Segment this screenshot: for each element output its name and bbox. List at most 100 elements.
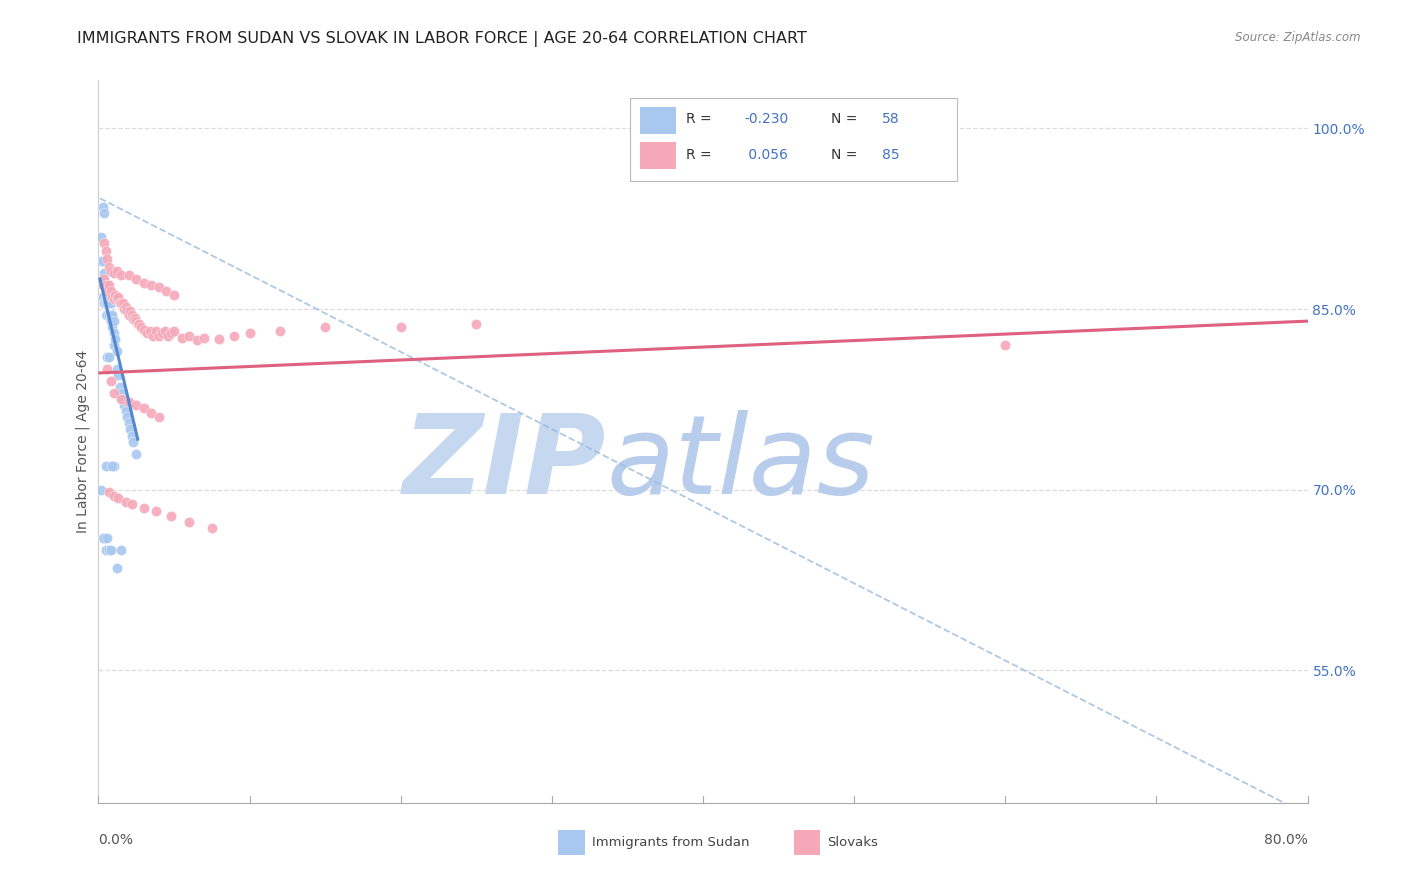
Point xyxy=(100,284,122,298)
Point xyxy=(239,326,262,341)
Point xyxy=(148,410,170,425)
Point xyxy=(121,308,143,322)
Point xyxy=(314,320,336,334)
Point xyxy=(114,495,136,509)
Point xyxy=(115,410,138,425)
Point xyxy=(96,296,118,310)
Text: -0.230: -0.230 xyxy=(744,112,789,126)
Point xyxy=(111,392,134,407)
Point xyxy=(103,386,125,401)
Point xyxy=(118,394,141,409)
Point xyxy=(103,266,125,280)
Point xyxy=(107,290,129,304)
Text: Slovaks: Slovaks xyxy=(828,836,879,849)
Point xyxy=(112,301,135,317)
FancyBboxPatch shape xyxy=(793,830,820,855)
Point xyxy=(114,300,136,314)
Point xyxy=(96,362,118,376)
FancyBboxPatch shape xyxy=(630,98,957,181)
Point xyxy=(132,500,155,515)
Point xyxy=(94,296,117,310)
Point xyxy=(91,272,114,286)
Point xyxy=(91,254,114,268)
Point xyxy=(98,260,121,274)
Point xyxy=(96,350,118,364)
Point xyxy=(91,531,114,545)
Point xyxy=(98,296,121,310)
Point xyxy=(118,417,141,431)
Point xyxy=(94,244,117,259)
Text: Immigrants from Sudan: Immigrants from Sudan xyxy=(592,836,749,849)
Point xyxy=(94,290,117,304)
Text: 58: 58 xyxy=(882,112,900,126)
Point xyxy=(145,324,167,338)
Point xyxy=(98,308,121,322)
Point xyxy=(103,293,125,307)
Point xyxy=(155,284,177,298)
Point xyxy=(105,561,128,575)
Point xyxy=(224,328,246,343)
Text: R =: R = xyxy=(686,148,716,161)
Point xyxy=(994,338,1017,352)
Point xyxy=(201,521,224,535)
Point xyxy=(105,263,128,277)
Point xyxy=(122,311,145,326)
Point xyxy=(148,280,170,294)
Point xyxy=(120,304,142,318)
Point xyxy=(93,272,115,286)
Text: IMMIGRANTS FROM SUDAN VS SLOVAK IN LABOR FORCE | AGE 20-64 CORRELATION CHART: IMMIGRANTS FROM SUDAN VS SLOVAK IN LABOR… xyxy=(77,31,807,47)
Point xyxy=(160,326,183,341)
Point xyxy=(103,458,125,473)
Point xyxy=(141,406,163,420)
Point xyxy=(101,308,124,322)
Point xyxy=(145,504,167,518)
Point xyxy=(96,531,118,545)
Point xyxy=(128,317,150,331)
Point xyxy=(103,314,125,328)
Point xyxy=(91,200,114,214)
Point xyxy=(100,263,122,277)
Point xyxy=(125,447,148,461)
Point xyxy=(465,317,488,331)
Point xyxy=(132,322,155,336)
Point xyxy=(114,404,136,418)
FancyBboxPatch shape xyxy=(640,107,676,135)
Point xyxy=(96,278,118,293)
Point xyxy=(101,458,124,473)
Point xyxy=(105,362,128,376)
Point xyxy=(179,515,201,529)
Point xyxy=(193,331,215,345)
Point xyxy=(104,287,127,301)
Point xyxy=(96,290,118,304)
Point xyxy=(98,290,121,304)
Point xyxy=(93,296,115,310)
Point xyxy=(100,542,122,557)
Text: 0.0%: 0.0% xyxy=(98,833,134,847)
Point xyxy=(139,324,162,338)
Point xyxy=(692,121,714,136)
Point xyxy=(107,368,129,383)
Point xyxy=(170,331,193,345)
Point xyxy=(94,308,117,322)
Point xyxy=(98,350,121,364)
Point xyxy=(103,338,125,352)
Point xyxy=(125,398,148,412)
Point xyxy=(96,252,118,266)
Text: N =: N = xyxy=(831,148,862,161)
Point xyxy=(110,386,132,401)
Point xyxy=(129,320,152,334)
Point xyxy=(103,326,125,341)
FancyBboxPatch shape xyxy=(640,142,676,169)
Point xyxy=(93,278,115,293)
Point xyxy=(186,334,208,348)
Point xyxy=(110,542,132,557)
Point xyxy=(124,310,146,325)
Point xyxy=(389,320,412,334)
Point xyxy=(127,317,149,331)
Point xyxy=(100,314,122,328)
Point xyxy=(104,332,127,346)
Point xyxy=(100,296,122,310)
Point xyxy=(90,254,112,268)
Point xyxy=(156,328,179,343)
Point xyxy=(125,272,148,286)
